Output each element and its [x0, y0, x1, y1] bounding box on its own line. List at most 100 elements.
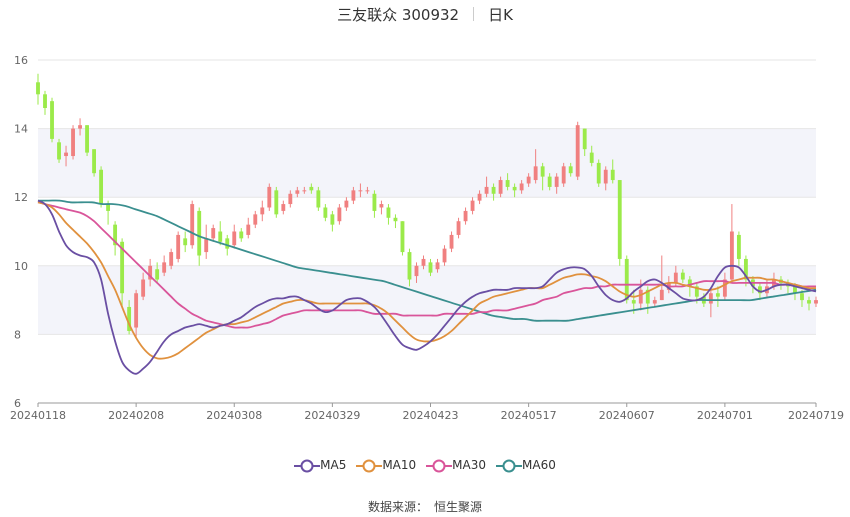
- candle-body: [491, 186, 496, 194]
- candle: [743, 255, 748, 287]
- candle-body: [71, 128, 75, 157]
- x-tick-label: 20240308: [206, 409, 262, 422]
- candle-body: [547, 176, 552, 187]
- candle-body: [652, 300, 657, 304]
- x-tick-label: 20240423: [403, 409, 459, 422]
- candle: [610, 159, 615, 184]
- candle-body: [358, 190, 363, 192]
- candle-body: [127, 306, 132, 331]
- candle: [400, 221, 405, 256]
- legend-item-ma5[interactable]: MA5: [294, 458, 346, 473]
- candle-body: [533, 166, 538, 181]
- candle: [309, 183, 314, 194]
- candle-body: [680, 272, 685, 280]
- chart-bands: [38, 128, 816, 335]
- candle: [162, 255, 167, 277]
- candle-body: [316, 190, 321, 208]
- candle-body: [155, 269, 160, 280]
- candle-body: [463, 210, 468, 222]
- legend-label: MA5: [320, 458, 347, 472]
- candle: [421, 255, 426, 270]
- candle: [442, 245, 447, 266]
- candle: [589, 145, 594, 167]
- candle: [603, 166, 608, 191]
- candle-body: [393, 217, 398, 222]
- candle: [533, 149, 538, 184]
- candle-body: [190, 204, 195, 246]
- x-tick-label: 20240719: [788, 409, 844, 422]
- candle: [57, 138, 61, 163]
- candle: [484, 176, 489, 198]
- candle-body: [645, 289, 650, 304]
- candle-body: [295, 190, 300, 194]
- candle: [715, 286, 720, 307]
- candle-body: [631, 300, 636, 304]
- x-tick-label: 20240208: [108, 409, 164, 422]
- candle: [211, 224, 216, 242]
- candle-body: [64, 152, 68, 157]
- candle-body: [379, 204, 384, 208]
- candle-body: [442, 248, 447, 263]
- candle-body: [610, 169, 615, 181]
- candle: [505, 173, 510, 191]
- candle: [652, 296, 657, 307]
- candle: [435, 258, 440, 273]
- candle: [722, 272, 727, 301]
- candle: [736, 231, 741, 266]
- candle-body: [204, 238, 209, 253]
- candle: [456, 217, 461, 239]
- candle: [113, 221, 118, 256]
- y-tick-label: 8: [14, 328, 21, 341]
- candle-body: [477, 193, 482, 201]
- candle: [540, 162, 545, 191]
- candle-body: [372, 193, 377, 211]
- candle-body: [148, 265, 153, 280]
- candle-body: [267, 186, 272, 208]
- candle-body: [225, 238, 230, 249]
- candle: [393, 214, 398, 229]
- candle: [428, 258, 433, 277]
- candle-body: [807, 300, 811, 304]
- candle: [554, 173, 559, 194]
- candle: [127, 300, 132, 335]
- candle-body: [337, 207, 342, 222]
- legend-item-ma10[interactable]: MA10: [356, 458, 416, 473]
- candle-body: [407, 252, 412, 280]
- candle-body: [793, 286, 797, 294]
- data-source: 数据来源： 恒生聚源: [0, 498, 850, 515]
- candle-body: [176, 234, 181, 259]
- candle: [617, 180, 622, 266]
- candle: [232, 224, 237, 249]
- candle: [526, 173, 531, 187]
- candle: [386, 204, 391, 225]
- candle: [561, 162, 566, 187]
- candle: [337, 204, 342, 225]
- candle: [274, 186, 279, 218]
- candle: [246, 217, 251, 239]
- candle-body: [617, 180, 622, 259]
- candle-body: [638, 289, 643, 304]
- candle-body: [232, 231, 237, 246]
- candle-body: [43, 94, 47, 109]
- legend-item-ma60[interactable]: MA60: [496, 458, 556, 473]
- legend-label: MA10: [382, 458, 417, 472]
- candle-body: [36, 82, 40, 95]
- candle: [253, 210, 258, 229]
- candle: [358, 183, 363, 198]
- candle: [708, 289, 713, 318]
- candle-body: [512, 186, 517, 191]
- candle-body: [814, 300, 818, 304]
- candle-body: [400, 221, 405, 253]
- period-label[interactable]: 日K: [488, 6, 513, 24]
- candle: [659, 255, 664, 301]
- candle-body: [99, 169, 104, 205]
- legend-item-ma30[interactable]: MA30: [426, 458, 486, 473]
- candle: [85, 125, 89, 157]
- candle-body: [603, 169, 608, 184]
- candle: [379, 200, 384, 215]
- candle: [183, 231, 188, 253]
- candle: [414, 262, 419, 283]
- candle-body: [694, 286, 699, 297]
- candle-body: [687, 279, 692, 287]
